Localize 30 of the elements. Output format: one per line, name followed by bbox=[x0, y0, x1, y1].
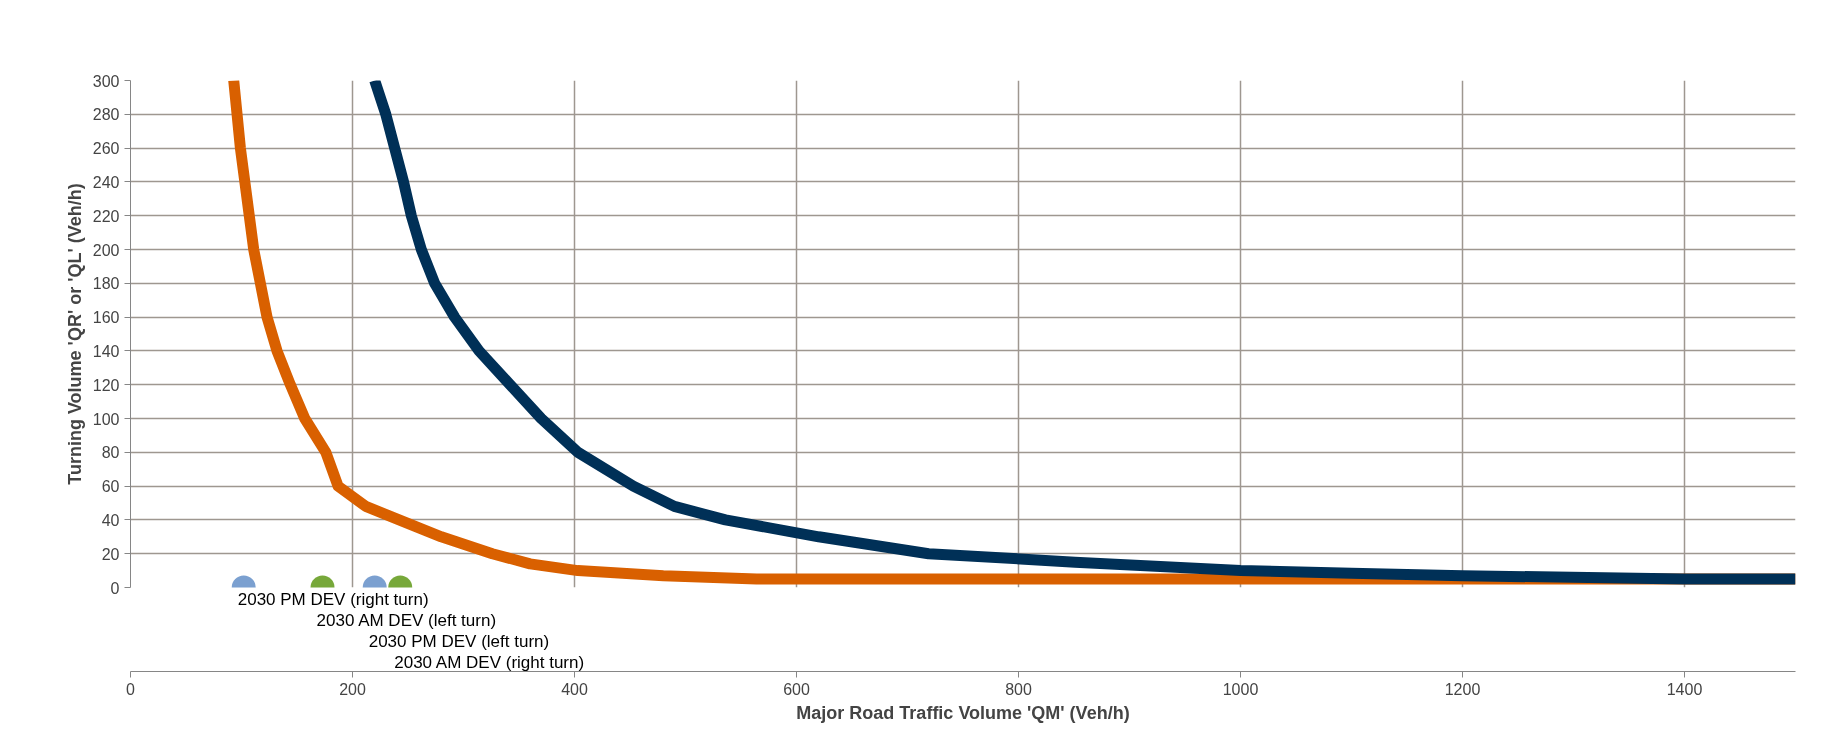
y-tick-label: 160 bbox=[92, 309, 120, 327]
x-axis-title: Major Road Traffic Volume 'QM' (Veh/h) bbox=[796, 702, 1130, 723]
text: 2030 AM DEV (right turn) bbox=[394, 652, 585, 672]
series-label: 2030 PM DEV (left turn) bbox=[368, 631, 550, 651]
x-tick-label: 200 bbox=[339, 680, 366, 698]
y-tick-label: 200 bbox=[92, 241, 120, 259]
y-tick-label: 0 bbox=[110, 579, 120, 597]
series-label: 2030 AM DEV (left turn) bbox=[316, 610, 497, 630]
x-tick-label: 1000 bbox=[1222, 680, 1259, 698]
y-tick-label: 140 bbox=[92, 342, 120, 360]
y-tick-label: 120 bbox=[92, 376, 120, 394]
y-tick-label: 40 bbox=[101, 511, 120, 529]
y-tick-label: 260 bbox=[92, 140, 120, 158]
x-tick-label: 0 bbox=[126, 680, 136, 698]
x-tick-label: 400 bbox=[561, 680, 588, 698]
x-tick-label: 600 bbox=[783, 680, 810, 698]
y-tick-label: 300 bbox=[92, 72, 120, 90]
x-tick-label: 1200 bbox=[1444, 680, 1481, 698]
series-label: 2030 PM DEV (right turn) bbox=[237, 589, 429, 609]
x-tick-label: 1400 bbox=[1666, 680, 1703, 698]
y-tick-label: 240 bbox=[92, 173, 120, 191]
y-tick-label: 100 bbox=[92, 410, 120, 428]
y-axis-title: Turning Volume 'QR' or 'QL' (Veh/h) bbox=[64, 183, 85, 485]
x-tick-label: 800 bbox=[1005, 680, 1032, 698]
y-tick-label: 220 bbox=[92, 207, 120, 225]
y-tick-label: 20 bbox=[101, 545, 120, 563]
y-tick-label: 60 bbox=[101, 478, 120, 496]
y-tick-label: 280 bbox=[92, 106, 120, 124]
y-tick-label: 180 bbox=[92, 275, 120, 293]
y-tick-label: 80 bbox=[101, 444, 120, 462]
